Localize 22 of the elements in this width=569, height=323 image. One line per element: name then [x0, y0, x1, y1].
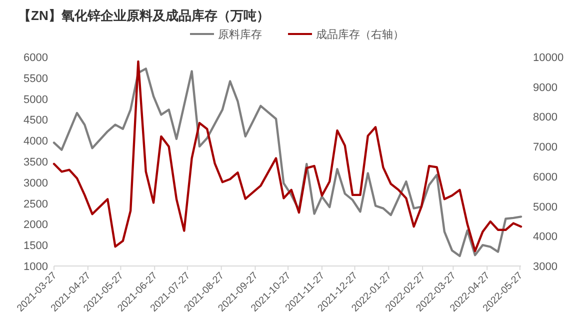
y2-tick-label: 6000 — [533, 171, 558, 184]
y-tick-label: 6000 — [24, 52, 48, 64]
y-tick-label: 1500 — [24, 240, 48, 252]
y2-tick-label: 9000 — [533, 82, 558, 94]
y-tick-label: 3500 — [24, 156, 48, 168]
y-tick-label: 5500 — [24, 72, 48, 85]
legend-label: 原料库存 — [218, 28, 262, 41]
y2-tick-label: 10000 — [533, 52, 564, 64]
y-tick-label: 4000 — [24, 136, 48, 148]
y2-tick-label: 7000 — [533, 142, 558, 154]
y-tick-label: 1000 — [24, 261, 48, 273]
legend-label: 成品库存（右轴） — [316, 28, 404, 41]
y-tick-label: 5000 — [24, 94, 48, 106]
y2-tick-label: 3000 — [533, 261, 558, 273]
y2-tick-label: 4000 — [533, 231, 558, 244]
y-tick-label: 3000 — [24, 177, 48, 190]
y2-tick-label: 5000 — [533, 201, 558, 214]
chart-title: 【ZN】氧化锌企业原料及成品库存（万吨） — [18, 8, 270, 23]
y2-tick-label: 8000 — [533, 112, 558, 124]
y-tick-label: 2000 — [24, 219, 48, 232]
y-tick-label: 4500 — [24, 114, 48, 127]
y-tick-label: 2500 — [24, 198, 48, 210]
